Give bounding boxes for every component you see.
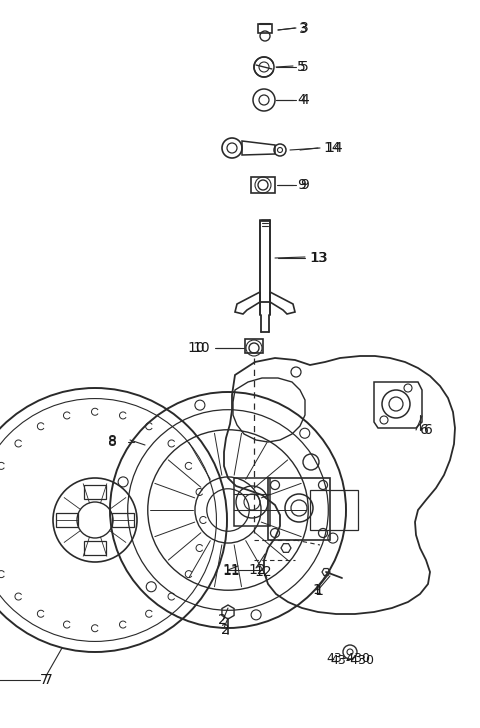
Text: 8: 8	[108, 434, 117, 448]
Text: 4: 4	[300, 93, 309, 107]
Bar	[56, 513, 78, 527]
Text: 43-430: 43-430	[330, 654, 374, 667]
Text: 5: 5	[297, 60, 306, 74]
Bar	[84, 541, 106, 555]
Bar	[251, 177, 275, 193]
Bar	[245, 339, 263, 353]
Text: 3: 3	[300, 21, 309, 35]
Text: 10: 10	[192, 341, 210, 355]
Text: 8: 8	[108, 435, 117, 449]
Text: 11: 11	[222, 563, 240, 577]
Text: 43-430: 43-430	[326, 652, 370, 665]
Text: 7: 7	[40, 673, 49, 687]
Bar	[112, 513, 134, 527]
Text: 14: 14	[323, 141, 341, 155]
Text: 6: 6	[420, 423, 429, 437]
Text: 14: 14	[325, 141, 343, 155]
Text: 2: 2	[221, 623, 230, 637]
Text: 3: 3	[299, 22, 308, 36]
Bar	[310, 490, 358, 530]
Bar	[234, 478, 270, 526]
Text: 12: 12	[248, 563, 265, 577]
Text: 2: 2	[218, 613, 227, 627]
Text: 7: 7	[44, 673, 53, 687]
Text: 4: 4	[297, 93, 306, 107]
Text: 5: 5	[300, 60, 309, 74]
Text: 12: 12	[254, 565, 272, 579]
Text: 9: 9	[300, 178, 309, 192]
Text: 13: 13	[309, 251, 326, 265]
Text: 1: 1	[314, 584, 323, 598]
Text: 13: 13	[310, 251, 328, 265]
Text: 9: 9	[297, 178, 306, 192]
Bar	[84, 485, 106, 499]
Text: 11: 11	[222, 564, 240, 578]
Text: 6: 6	[424, 423, 433, 437]
Text: 10: 10	[187, 341, 204, 355]
Text: 1: 1	[312, 583, 321, 597]
Bar	[268, 478, 330, 540]
Bar	[258, 24, 272, 33]
